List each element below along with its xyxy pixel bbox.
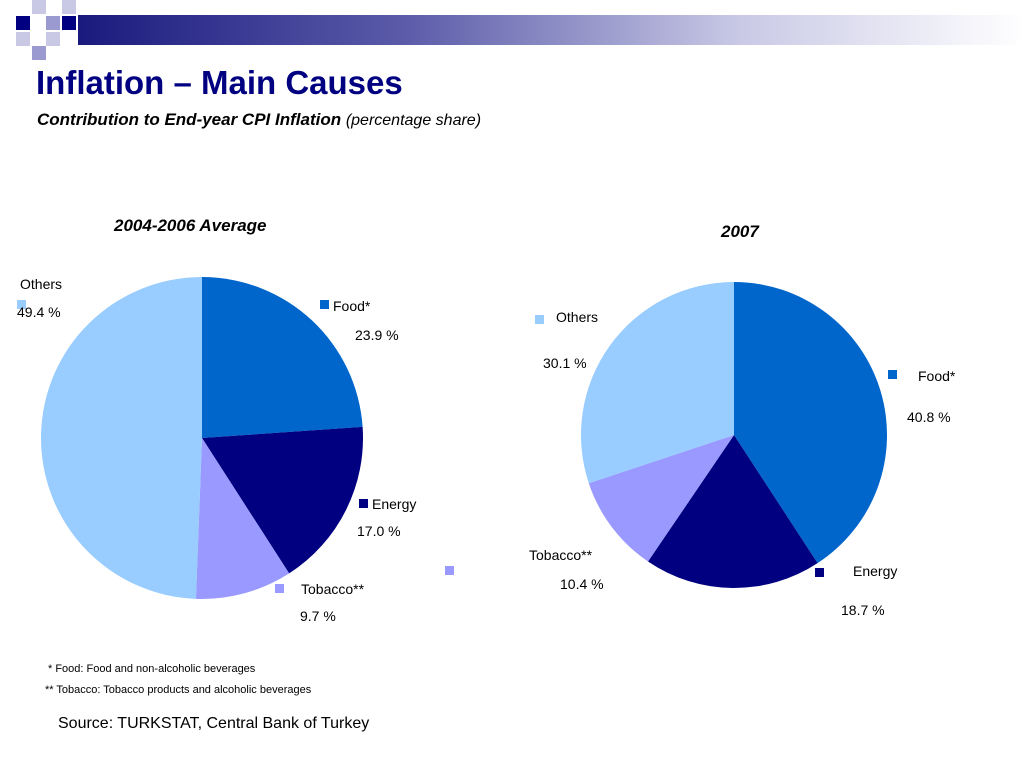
decor-square [32,46,46,60]
pie-chart-2007 [581,282,887,588]
footnote-tobacco: ** Tobacco: Tobacco products and alcohol… [45,684,312,696]
pie2-label-food: Food* [918,368,956,384]
pie1-swatch-food [320,300,329,309]
pie1-value-energy: 17.0 % [357,523,401,539]
pie2-value-others: 30.1 % [543,355,587,371]
footnote-food: * Food: Food and non-alcoholic beverages [48,663,256,675]
subtitle-text: Contribution to End-year CPI Inflation [37,110,342,129]
pie1-slice-tobacco [195,438,290,600]
pie1-swatch-others [17,300,26,309]
decor-square [46,32,60,46]
pie1-value-tobacco: 9.7 % [300,608,336,624]
pie2-slice-others [581,282,734,484]
decor-square [62,0,76,14]
header-gradient-band [78,15,1024,45]
chart-title-2004-2006: 2004-2006 Average [114,216,267,235]
source-note: Source: TURKSTAT, Central Bank of Turkey [58,715,370,732]
pie1-slice-energy [202,426,363,574]
pie1-slice-food [202,277,363,438]
chart-title-2007: 2007 [721,222,759,241]
page-subtitle: Contribution to End-year CPI Inflation (… [37,110,481,130]
pie1-label-energy: Energy [372,496,417,512]
pie2-value-food: 40.8 % [907,409,951,425]
decor-square [16,32,30,46]
pie1-label-tobacco: Tobacco** [301,581,365,597]
pie2-swatch-others [535,315,544,324]
pie2-label-energy: Energy [853,563,898,579]
pie2-slice-food [734,282,887,564]
pie2-swatch-tobacco [445,566,454,575]
decor-square [32,0,46,14]
pie2-value-energy: 18.7 % [841,602,885,618]
pie1-swatch-tobacco [275,584,284,593]
pie2-label-others: Others [556,309,599,325]
pie2-slice-tobacco [588,435,734,562]
pie2-value-tobacco: 10.4 % [560,576,604,592]
pie2-swatch-energy [815,568,824,577]
subtitle-note: (percentage share) [345,112,482,129]
pie2-label-tobacco: Tobacco** [529,547,593,563]
pie1-slice-others [40,277,202,599]
page-title: Inflation – Main Causes [36,64,403,101]
pie-chart-2004-2006 [40,277,363,600]
pie1-label-others: Others [20,276,63,292]
pie1-label-food: Food* [333,298,371,314]
pie1-swatch-energy [359,499,368,508]
pie1-value-food: 23.9 % [355,327,399,343]
pie2-swatch-food [888,370,897,379]
decor-square [46,16,60,30]
decor-square [62,16,76,30]
pie1-value-others: 49.4 % [17,304,61,320]
pie2-slice-energy [648,435,818,588]
decor-square [16,16,30,30]
